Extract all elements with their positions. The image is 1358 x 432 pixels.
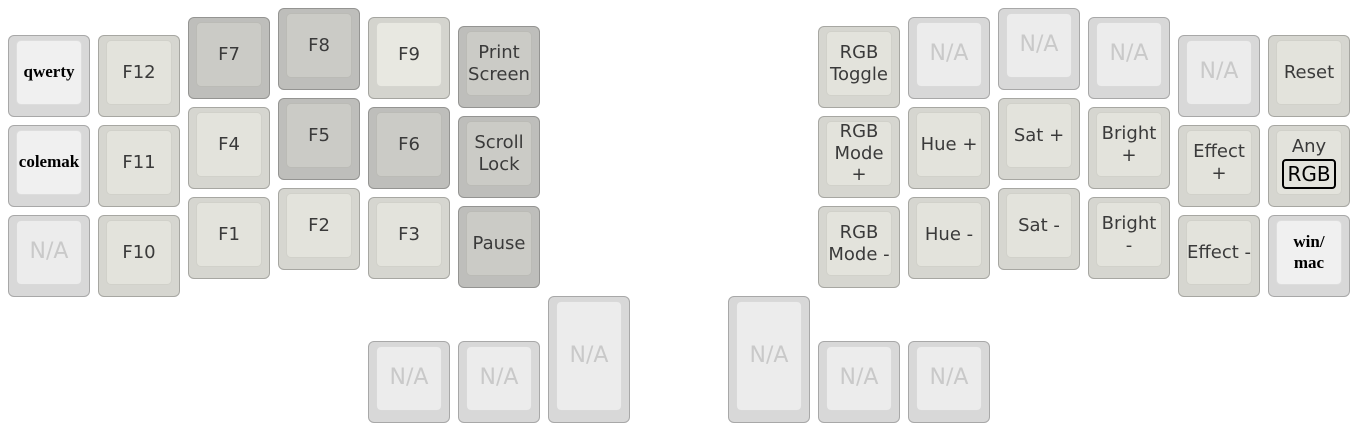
key-label: F1: [218, 223, 240, 245]
key-sat-minus[interactable]: Sat -: [998, 188, 1080, 270]
key-f6[interactable]: F6: [368, 107, 450, 189]
key-label-line: Effect: [1193, 140, 1245, 162]
key-label: N/A: [929, 365, 969, 391]
key-label: F8: [308, 34, 330, 56]
key-label-line: Print: [478, 41, 520, 63]
key-label: N/A: [749, 342, 789, 368]
key-f5[interactable]: F5: [278, 98, 360, 180]
key-label: Pause: [472, 232, 526, 254]
key-label: F3: [398, 223, 420, 245]
key-label-line: Scroll: [474, 131, 524, 153]
key-label: Hue +: [920, 133, 978, 155]
key-label: F7: [218, 43, 240, 65]
key-effect-plus[interactable]: Effect +: [1178, 125, 1260, 207]
key-label-line: RGB: [839, 41, 879, 63]
key-label: F10: [122, 241, 156, 263]
key-colemak[interactable]: colemak: [8, 125, 90, 207]
key-label: N/A: [839, 365, 879, 391]
key-f2[interactable]: F2: [278, 188, 360, 270]
key-label: F9: [398, 43, 420, 65]
thumb-key-na[interactable]: N/A: [368, 341, 450, 423]
key-label-line: Lock: [478, 153, 520, 175]
key-any-rgb[interactable]: Any RGB: [1268, 125, 1350, 207]
key-win-mac[interactable]: win/ mac: [1268, 215, 1350, 297]
key-rgb-toggle[interactable]: RGB Toggle: [818, 26, 900, 108]
key-label: N/A: [569, 342, 609, 368]
key-f4[interactable]: F4: [188, 107, 270, 189]
key-scroll-lock[interactable]: Scroll Lock: [458, 116, 540, 198]
rgb-boxed-label: RGB: [1282, 159, 1336, 190]
key-f12[interactable]: F12: [98, 35, 180, 117]
key-label-line: RGB: [839, 221, 879, 243]
key-label: N/A: [29, 239, 69, 265]
key-effect-minus[interactable]: Effect -: [1178, 215, 1260, 297]
key-label-line: Bright: [1101, 122, 1157, 144]
key-rgb-mode-minus[interactable]: RGB Mode -: [818, 206, 900, 288]
key-f7[interactable]: F7: [188, 17, 270, 99]
key-label: F11: [122, 151, 156, 173]
key-label: N/A: [479, 365, 519, 391]
key-na[interactable]: N/A: [998, 8, 1080, 90]
key-label: F4: [218, 133, 240, 155]
thumb-key-na-tall[interactable]: N/A: [728, 296, 810, 423]
key-label: qwerty: [23, 62, 75, 82]
thumb-key-na[interactable]: N/A: [908, 341, 990, 423]
key-label-line: +: [1211, 162, 1227, 184]
key-label-line: Screen: [468, 63, 530, 85]
key-f1[interactable]: F1: [188, 197, 270, 279]
key-f3[interactable]: F3: [368, 197, 450, 279]
key-label: N/A: [1109, 41, 1149, 67]
key-label: Hue -: [924, 223, 974, 245]
key-label: Sat -: [1018, 214, 1060, 236]
key-hue-minus[interactable]: Hue -: [908, 197, 990, 279]
thumb-key-na-tall[interactable]: N/A: [548, 296, 630, 423]
key-label-line: Mode: [834, 142, 884, 164]
key-label-top: Any: [1291, 135, 1327, 157]
key-hue-plus[interactable]: Hue +: [908, 107, 990, 189]
key-rgb-mode-plus[interactable]: RGB Mode +: [818, 116, 900, 198]
key-label-line: Mode -: [828, 243, 890, 265]
key-label-line: -: [1125, 234, 1133, 256]
key-f10[interactable]: F10: [98, 215, 180, 297]
key-f11[interactable]: F11: [98, 125, 180, 207]
key-sat-plus[interactable]: Sat +: [998, 98, 1080, 180]
key-na[interactable]: N/A: [1178, 35, 1260, 117]
key-label-line: win/: [1293, 232, 1325, 252]
key-label: F2: [308, 214, 330, 236]
key-f8[interactable]: F8: [278, 8, 360, 90]
key-label-line: Toggle: [830, 63, 888, 85]
thumb-key-na[interactable]: N/A: [818, 341, 900, 423]
key-label: N/A: [389, 365, 429, 391]
key-label: F12: [122, 61, 156, 83]
key-label: Effect -: [1186, 241, 1252, 263]
key-print-screen[interactable]: Print Screen: [458, 26, 540, 108]
key-na[interactable]: N/A: [1088, 17, 1170, 99]
key-qwerty[interactable]: qwerty: [8, 35, 90, 117]
key-label-line: +: [851, 164, 867, 186]
key-na[interactable]: N/A: [908, 17, 990, 99]
key-label: colemak: [18, 152, 80, 172]
key-label-line: RGB: [839, 121, 879, 143]
key-f9[interactable]: F9: [368, 17, 450, 99]
key-label: Reset: [1283, 61, 1335, 83]
key-bright-plus[interactable]: Bright +: [1088, 107, 1170, 189]
thumb-key-na[interactable]: N/A: [458, 341, 540, 423]
key-pause[interactable]: Pause: [458, 206, 540, 288]
key-label-line: +: [1121, 144, 1137, 166]
key-label: F6: [398, 133, 420, 155]
key-label-line: Bright: [1101, 212, 1157, 234]
key-label: N/A: [1199, 59, 1239, 85]
key-label-line: mac: [1293, 252, 1325, 272]
key-bright-minus[interactable]: Bright -: [1088, 197, 1170, 279]
key-reset[interactable]: Reset: [1268, 35, 1350, 117]
key-label: N/A: [929, 41, 969, 67]
key-label: Sat +: [1013, 124, 1065, 146]
key-label: F5: [308, 124, 330, 146]
key-label: N/A: [1019, 32, 1059, 58]
key-na[interactable]: N/A: [8, 215, 90, 297]
